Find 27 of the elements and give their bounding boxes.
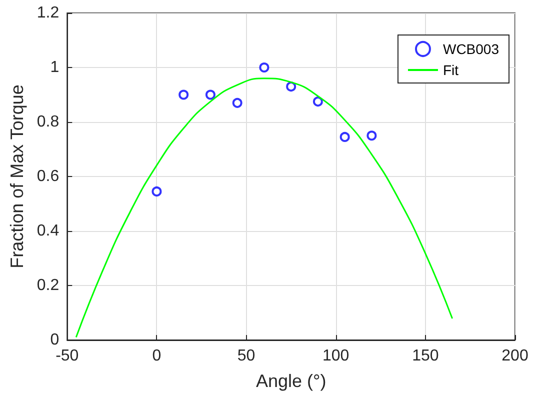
point <box>259 62 270 72</box>
y-tick-label: 0.2 <box>36 277 60 294</box>
line-series <box>75 78 454 338</box>
y-axis-title: Fraction of Max Torque <box>7 84 27 268</box>
y-tick-label: 1 <box>50 59 60 76</box>
x-tick-label: 100 <box>322 348 350 364</box>
x-tick-label: 0 <box>152 348 162 364</box>
point <box>232 98 242 108</box>
x-axis-title: Angle (°) <box>256 371 326 391</box>
y-tick-label: 0 <box>50 332 60 348</box>
legend-label: WCB003 <box>442 41 500 57</box>
y-tick-label: 0.4 <box>36 222 60 240</box>
x-tick-label: 150 <box>412 348 439 364</box>
point <box>312 96 323 107</box>
point <box>205 90 216 100</box>
point <box>178 90 189 100</box>
y-tick-label: 0.6 <box>36 168 60 185</box>
x-tick-label: 200 <box>502 348 528 364</box>
x-tick-label: 50 <box>237 348 256 364</box>
x-tick-label: -50 <box>56 348 79 364</box>
y-tick-label: 1.2 <box>36 4 60 22</box>
y-tick-label: 0.8 <box>36 114 60 130</box>
point <box>286 82 296 92</box>
point <box>340 132 350 142</box>
point <box>366 130 377 141</box>
point <box>152 186 162 196</box>
legend-label: Fit <box>442 62 459 78</box>
